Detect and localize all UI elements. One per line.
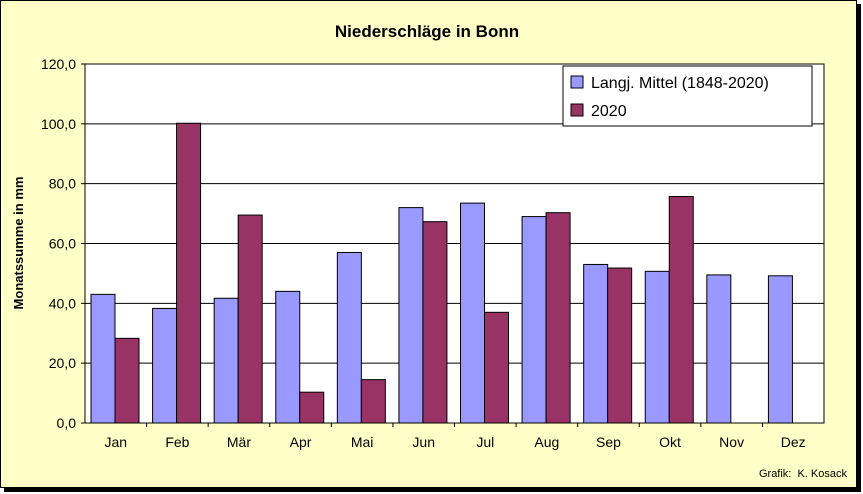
bar-mittel-Sep xyxy=(583,263,609,424)
y-tick-label: 20,0 xyxy=(49,355,76,371)
y-tick-label: 60,0 xyxy=(49,236,76,252)
y-axis-label: Monatssumme in mm xyxy=(11,177,26,310)
legend: Langj. Mittel (1848-2020) 2020 xyxy=(562,65,813,127)
chart-title: Niederschläge in Bonn xyxy=(335,22,519,41)
x-tick-label: Aug xyxy=(534,434,559,450)
legend-label-mittel: Langj. Mittel (1848-2020) xyxy=(591,75,769,92)
x-tick-label: Sep xyxy=(596,434,621,450)
bar-2020-Sep xyxy=(607,267,633,424)
x-tick-label: Jul xyxy=(476,434,494,450)
bar-2020-Apr xyxy=(299,391,325,424)
bar-mittel-Jul xyxy=(460,202,485,424)
y-tick-label: 120,0 xyxy=(41,56,76,72)
bar-mittel-Feb xyxy=(152,307,178,424)
bars xyxy=(90,122,793,424)
x-tick-label: Feb xyxy=(165,434,189,450)
bar-2020-Mai xyxy=(360,379,386,424)
bar-mittel-Aug xyxy=(521,216,547,424)
y-tick-label: 80,0 xyxy=(49,176,76,192)
bar-2020-Jan xyxy=(114,337,140,424)
bar-2020-Okt xyxy=(668,196,694,424)
bar-2020-Jul xyxy=(484,311,509,424)
credit-text: Grafik: K. Kosack xyxy=(759,468,848,480)
bar-2020-Mär xyxy=(237,214,263,424)
x-tick-label: Mär xyxy=(227,434,251,450)
bar-mittel-Okt xyxy=(644,270,670,424)
bar-mittel-Mai xyxy=(336,251,362,424)
x-axis-ticks: Jan Feb Mär Apr Mai Jun Jul Aug Sep Okt Nov Dez xyxy=(105,423,806,450)
bar-2020-Aug xyxy=(545,212,571,424)
bar-2020-Jun xyxy=(422,221,448,424)
y-tick-label: 40,0 xyxy=(49,295,76,311)
y-axis-ticks: 0,0 20,0 40,0 60,0 80,0 100,0 120,0 xyxy=(41,56,85,431)
legend-label-2020: 2020 xyxy=(591,103,627,120)
bar-mittel-Apr xyxy=(275,290,301,424)
x-tick-label: Nov xyxy=(719,434,744,450)
x-tick-label: Dez xyxy=(781,434,806,450)
y-tick-label: 100,0 xyxy=(41,116,76,132)
bar-mittel-Mär xyxy=(213,297,239,424)
bar-2020-Feb xyxy=(176,122,202,424)
x-tick-label: Apr xyxy=(290,434,312,450)
bar-mittel-Jan xyxy=(90,293,116,424)
bar-mittel-Dez xyxy=(767,275,793,424)
legend-swatch-mittel xyxy=(570,75,584,89)
bar-mittel-Jun xyxy=(398,207,424,424)
x-tick-label: Mai xyxy=(351,434,374,450)
x-tick-label: Jan xyxy=(105,434,128,450)
x-tick-label: Jun xyxy=(412,434,435,450)
legend-box xyxy=(562,65,813,127)
x-tick-label: Okt xyxy=(659,434,681,450)
legend-swatch-2020 xyxy=(570,103,584,117)
bar-mittel-Nov xyxy=(706,274,732,424)
y-tick-label: 0,0 xyxy=(57,415,77,431)
